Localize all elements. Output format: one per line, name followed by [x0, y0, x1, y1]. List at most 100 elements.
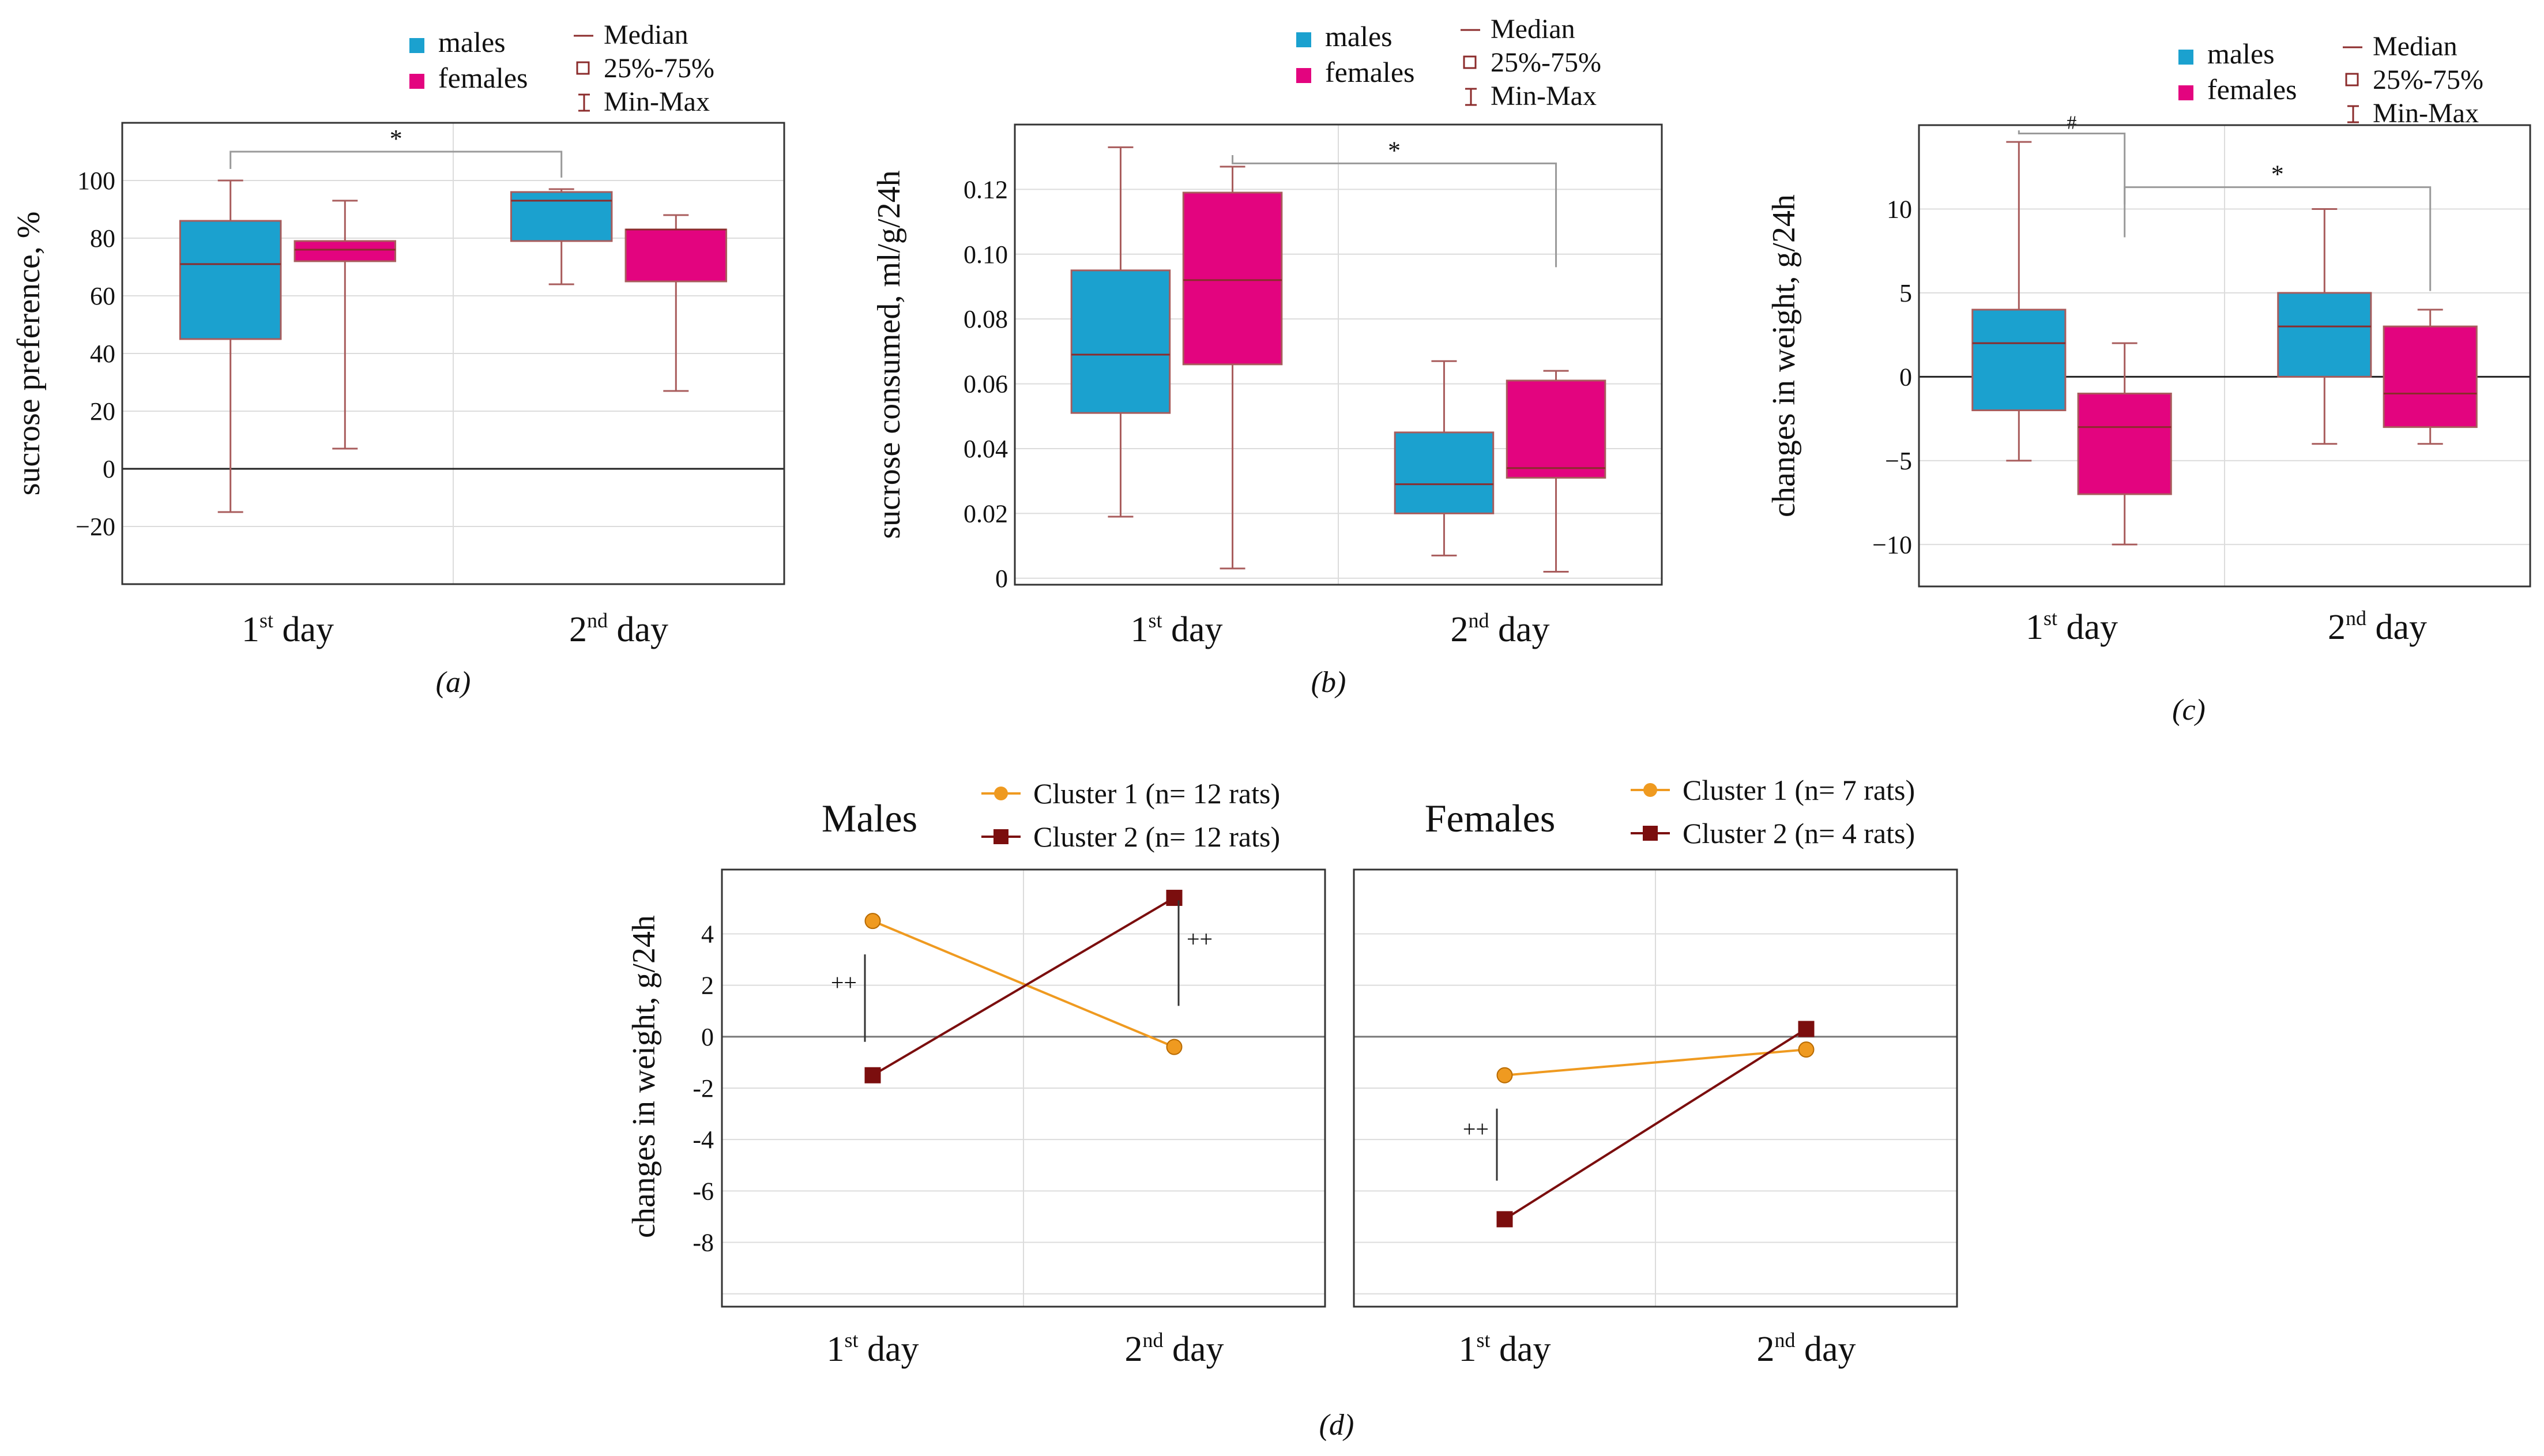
legend-label-females: females [1325, 56, 1414, 88]
series-line-d-females-cluster1 [1504, 1048, 1807, 1077]
box-c-males-1 [1971, 141, 2067, 462]
y-tick-label-b-0: 0 [995, 565, 1008, 593]
legend-label-range: Min-Max [1491, 81, 1597, 111]
point-d-males-cluster2-2 [1166, 890, 1183, 906]
box-a-males-2 [510, 188, 613, 285]
legend-label-iqr: 25%-75% [604, 53, 714, 84]
legend-label-median: Median [1491, 14, 1575, 44]
legend-marker-d-females-1 [1643, 783, 1657, 797]
legend-label-females: females [438, 62, 528, 94]
x-tick-label-b-1: 2nd day [1450, 609, 1549, 649]
iqr-box [1506, 379, 1606, 479]
y-axis-label-c: changes in weight, g/24h [1766, 194, 1802, 517]
y-axis-label-d-males: changes in weight, g/24h [626, 915, 662, 1238]
legend-swatch-females [2178, 85, 2193, 100]
y-tick-label-b-2: 0.04 [964, 435, 1008, 463]
y-tick-label-c-4: 10 [1887, 195, 1912, 223]
y-tick-label-d-males-2: -4 [693, 1126, 714, 1154]
significance-bracket-c-1: * [2124, 160, 2432, 291]
bracket-line [2018, 130, 2126, 238]
legend-swatch-males [409, 38, 424, 53]
iqr-box [624, 228, 728, 283]
y-tick-label-a-4: 60 [90, 282, 115, 310]
legend-label-median: Median [2373, 31, 2458, 62]
iqr-box [1971, 308, 2067, 412]
point-d-females-cluster2-2 [1798, 1021, 1815, 1037]
y-tick-label-a-0: −20 [76, 513, 115, 541]
legend-label-d-females-1: Cluster 1 (n= 7 rats) [1683, 774, 1915, 806]
box-b-males-1 [1070, 146, 1171, 518]
bracket-line [1232, 155, 1557, 268]
bracket-line [2124, 186, 2432, 291]
sig-mark-d-females-1: ++ [1463, 1116, 1489, 1142]
point-d-females-cluster2-1 [1496, 1211, 1513, 1228]
y-tick-label-b-3: 0.06 [964, 370, 1008, 398]
iqr-box [2383, 325, 2478, 428]
point-d-females-cluster1-1 [1496, 1067, 1513, 1083]
significance-mark: * [390, 125, 402, 153]
iqr-box [1394, 431, 1495, 514]
x-tick-label-d-males-0: 1st day [826, 1329, 919, 1369]
iqr-box [1182, 191, 1283, 366]
legend-swatch-males [1296, 32, 1311, 47]
y-tick-label-d-males-3: -2 [693, 1074, 714, 1103]
x-tick-label-a-0: 1st day [242, 609, 334, 649]
y-axis-label-a: sucrose preference, % [11, 212, 47, 496]
y-tick-label-c-2: 0 [1899, 363, 1912, 391]
significance-mark: * [1388, 136, 1401, 164]
y-tick-label-b-6: 0.12 [964, 175, 1008, 204]
series-line-d-males-cluster2 [872, 897, 1175, 1077]
box-b-males-2 [1394, 360, 1495, 556]
box-a-males-1 [179, 179, 282, 513]
y-tick-label-b-4: 0.08 [964, 305, 1008, 333]
x-tick-label-c-1: 2nd day [2328, 607, 2427, 647]
y-tick-label-a-3: 40 [90, 340, 115, 368]
y-tick-label-d-males-0: -8 [693, 1229, 714, 1257]
panel-title-d-males: Males [822, 796, 917, 840]
point-d-males-cluster1-2 [1166, 1039, 1183, 1055]
series-line-d-females-cluster2 [1504, 1028, 1807, 1221]
legend-marker-d-males-1 [994, 787, 1008, 800]
y-tick-label-a-2: 20 [90, 397, 115, 426]
legend-label-males: males [1325, 20, 1393, 52]
y-tick-label-a-5: 80 [90, 224, 115, 253]
significance-mark: # [2067, 112, 2077, 134]
point-d-males-cluster2-1 [864, 1067, 881, 1083]
x-tick-label-c-0: 1st day [2026, 607, 2118, 647]
legend-label-females: females [2207, 73, 2297, 106]
legend-label-males: males [2207, 37, 2275, 70]
iqr-box [2277, 292, 2372, 378]
box-a-females-1 [293, 200, 397, 450]
legend-swatch-females [1296, 68, 1311, 83]
panel-label-c: (c) [2172, 694, 2206, 727]
panel-label-a: (a) [436, 666, 471, 699]
point-d-females-cluster1-2 [1798, 1041, 1815, 1058]
significance-mark: * [2271, 160, 2284, 189]
iqr-box [1070, 269, 1171, 414]
y-tick-label-a-6: 100 [77, 167, 115, 195]
bracket-line [229, 151, 563, 178]
legend-label-d-males-1: Cluster 1 (n= 12 rats) [1033, 777, 1280, 810]
plot-frame-d-males [721, 868, 1326, 1308]
x-tick-label-d-females-1: 2nd day [1756, 1329, 1856, 1369]
legend-icon-iqr [2345, 73, 2359, 86]
x-tick-label-d-males-1: 2nd day [1124, 1329, 1224, 1369]
legend-label-range: Min-Max [604, 86, 710, 117]
plot-frame-d-females [1353, 868, 1958, 1308]
plot-frame-c [1918, 124, 2531, 588]
y-tick-label-d-males-6: 4 [701, 920, 714, 948]
plot-frame-b [1014, 123, 1663, 586]
box-a-females-2 [624, 214, 728, 392]
x-tick-label-b-0: 1st day [1130, 609, 1222, 649]
legend-marker-d-females-2 [1643, 826, 1658, 841]
iqr-box [2077, 392, 2172, 495]
legend-icon-range [1465, 88, 1477, 106]
y-tick-label-b-1: 0.02 [964, 499, 1008, 528]
iqr-box [510, 191, 613, 242]
legend-icon-range [578, 93, 590, 112]
significance-bracket-b-0: * [1232, 136, 1557, 268]
y-tick-label-b-5: 0.10 [964, 240, 1008, 269]
